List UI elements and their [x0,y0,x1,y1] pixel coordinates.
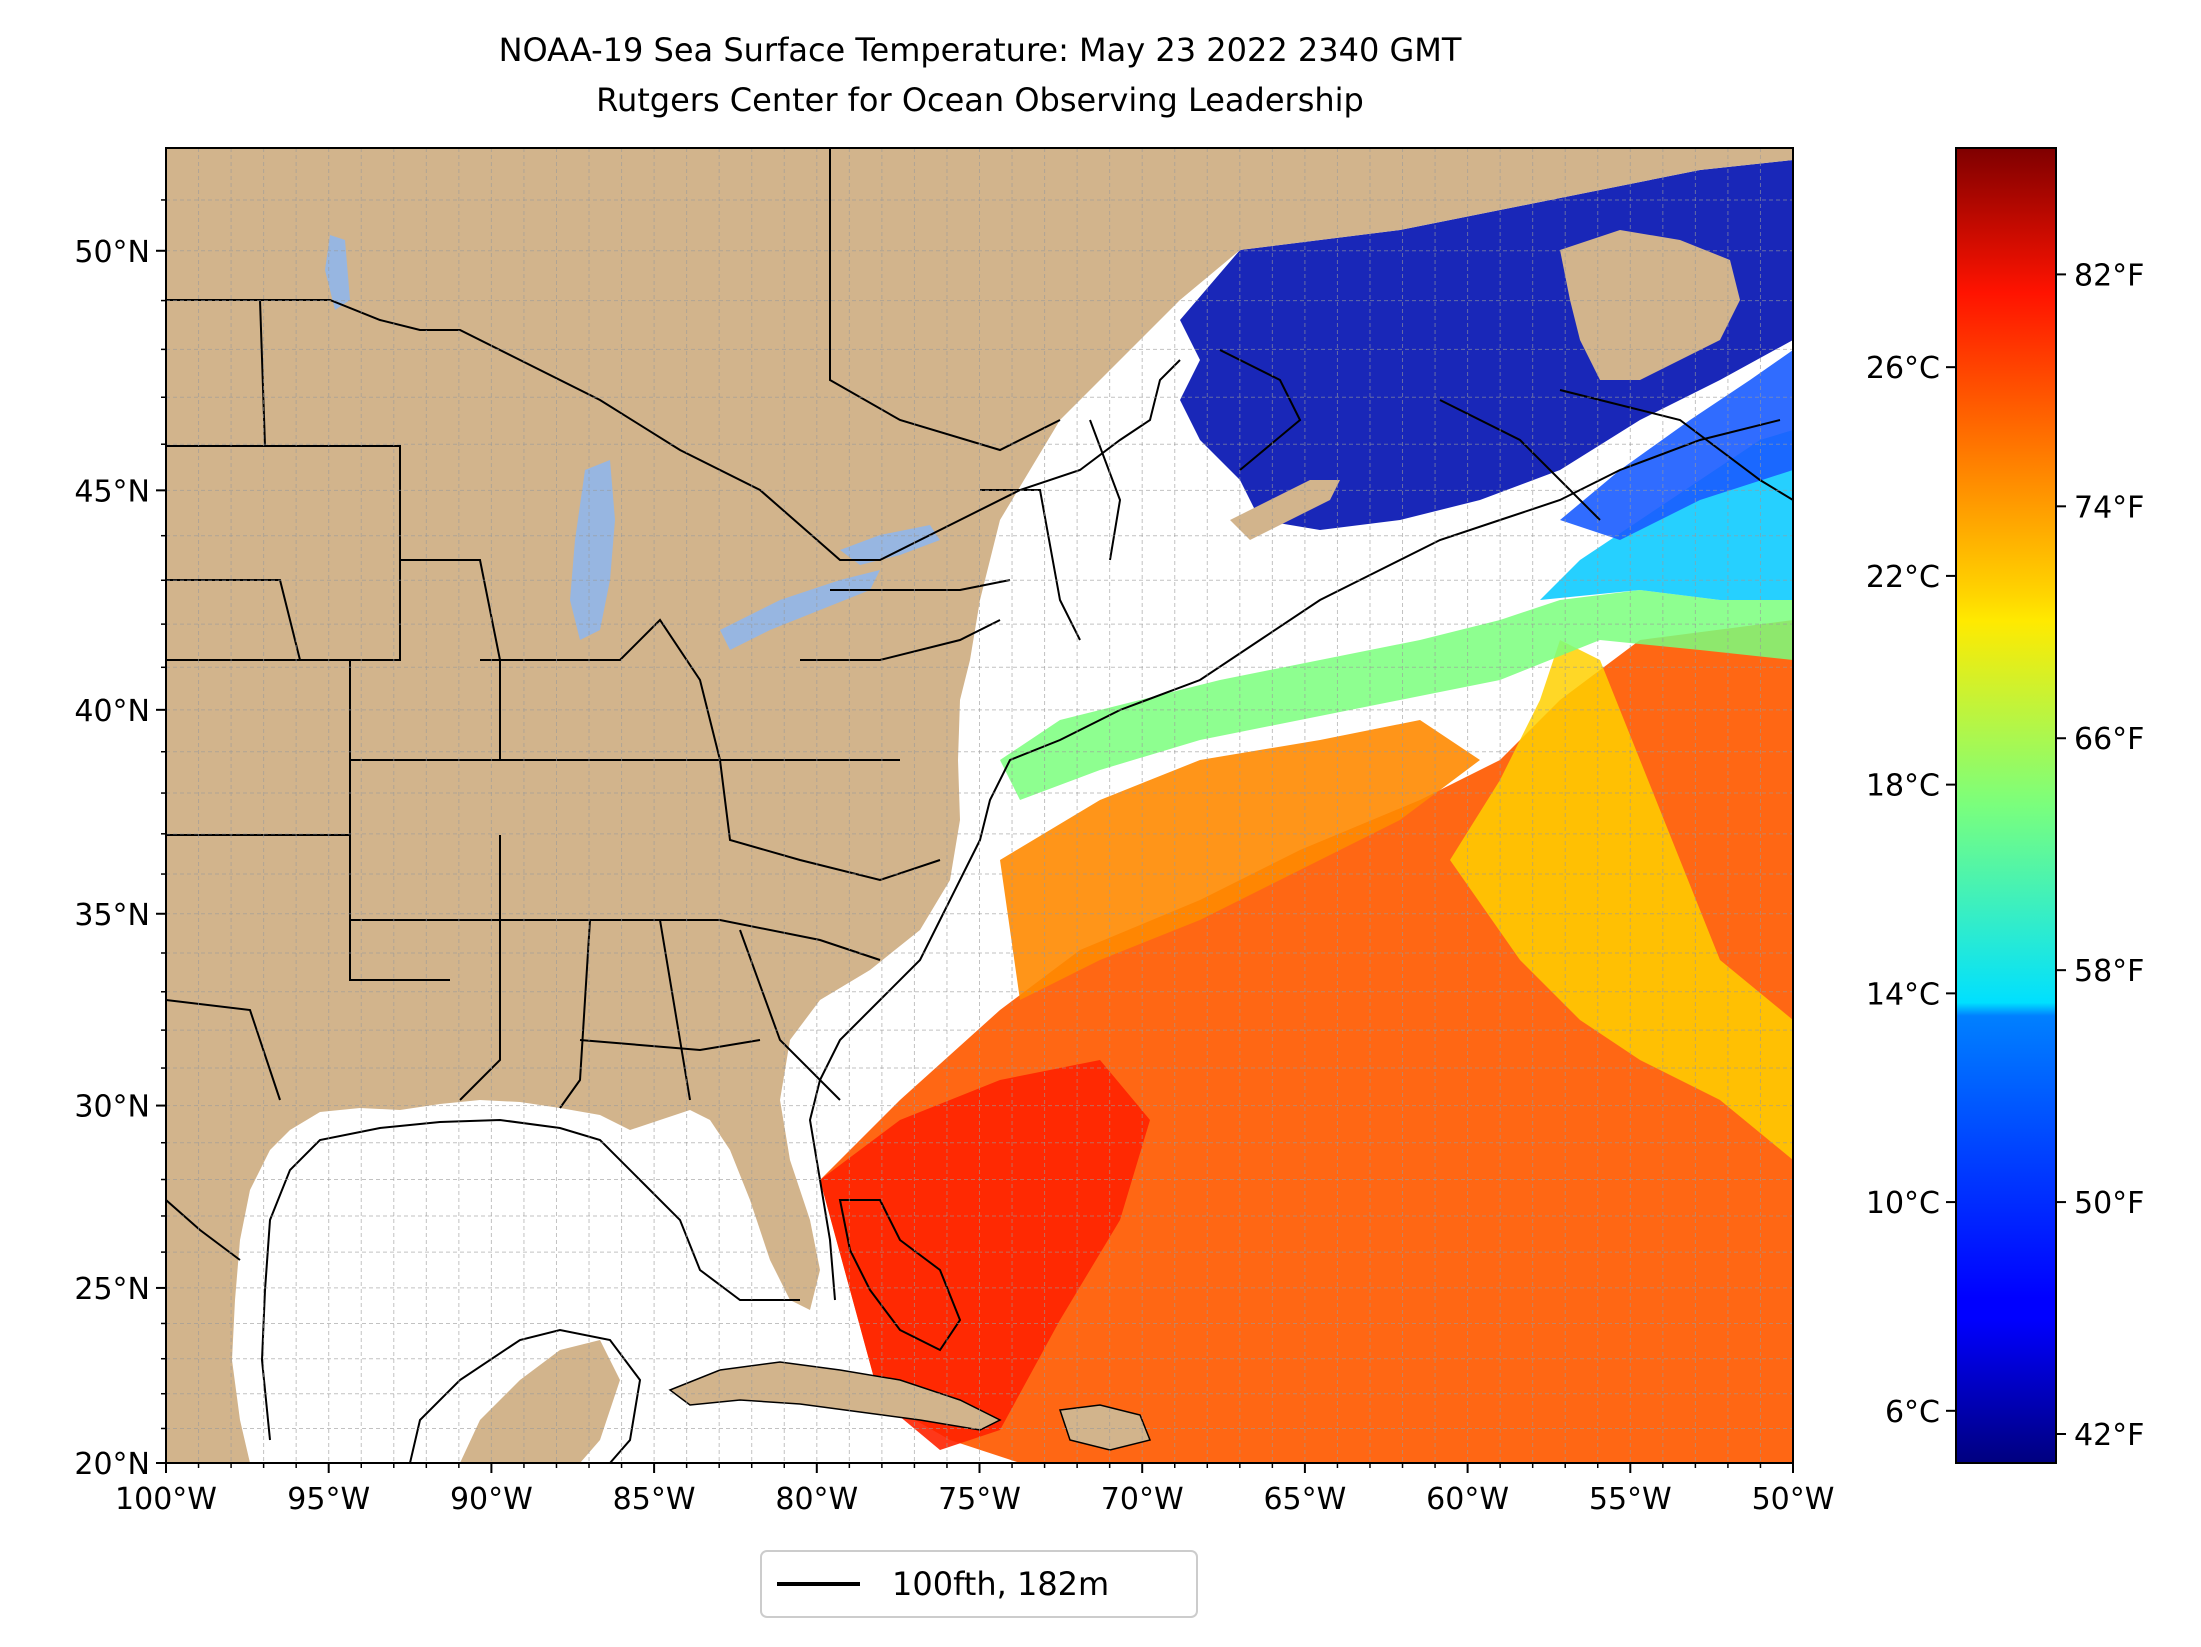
legend-label: 100fth, 182m [892,1565,1109,1603]
land-areas [166,148,1793,1463]
celsius-tick-label: 14°C [1866,977,1940,1012]
legend: 100fth, 182m [760,1550,1198,1618]
x-tick-label: 65°W [1263,1482,1346,1517]
y-tick-label: 35°N [74,898,150,933]
x-tick-label: 60°W [1426,1482,1509,1517]
isobath-bahamas [838,1199,962,1352]
border-line [579,1039,761,1052]
fahrenheit-tick-label: 66°F [2074,722,2144,757]
border-line [350,919,881,961]
y-tick-label: 40°N [74,694,150,729]
isobath-yucatan [409,1328,642,1463]
celsius-tick-label: 10°C [1866,1186,1940,1221]
border-line [1439,399,1601,521]
colorbar: 6°C 10°C 14°C 18°C 22°C 26°C 42°F 50°F 58°F 66°F… [1866,147,2144,1464]
figure-title: NOAA-19 Sea Surface Temperature: May 23 … [498,31,1462,69]
cuba-land [668,1361,1002,1431]
figure-subtitle: Rutgers Center for Ocean Observing Leade… [596,81,1364,119]
sst-green-band [1000,590,1793,800]
border-line [1559,389,1793,501]
x-tick-label: 95°W [287,1482,370,1517]
border-line [559,919,591,1109]
colorbar-celsius-axis: 6°C 10°C 14°C 18°C 22°C 26°C [1866,351,1956,1430]
lake-michigan [570,460,615,640]
legend-box [760,1550,1198,1618]
colorbar-gradient [1955,147,2057,1464]
y-tick-label: 50°N [74,235,150,270]
y-tick-label: 30°N [74,1090,150,1125]
border-line [400,559,501,760]
y-tick-label: 25°N [74,1272,150,1307]
border-line [166,999,281,1101]
border-line [166,445,401,661]
y-tick-label: 20°N [74,1447,150,1482]
y-tick-label: 45°N [74,474,150,509]
x-tick-label: 50°W [1752,1482,1835,1517]
border-line [259,299,266,447]
border-line [166,834,450,981]
us-canada-border [166,299,1181,561]
lake-winnipeg [325,235,350,310]
map-gridlines [166,148,1793,1463]
celsius-tick-label: 26°C [1866,351,1940,386]
x-axis: 100°W 95°W 90°W 85°W 80°W 75°W 70°W 65°W 60°W 55°… [115,1463,1834,1517]
border-line [829,148,1061,452]
x-tick-label: 90°W [450,1482,533,1517]
lake-ontario [840,525,940,565]
border-line [1089,419,1122,561]
x-tick-label: 85°W [613,1482,696,1517]
celsius-tick-label: 22°C [1866,560,1940,595]
border-line [459,835,501,1101]
x-tick-label: 55°W [1589,1482,1672,1517]
border-line [166,1199,241,1261]
celsius-tick-label: 18°C [1866,769,1940,804]
colorbar-fahrenheit-axis: 42°F 50°F 58°F 66°F 74°F 82°F [2056,258,2144,1453]
fahrenheit-tick-label: 50°F [2074,1186,2144,1221]
fahrenheit-tick-label: 42°F [2074,1418,2144,1453]
x-tick-label: 75°W [938,1482,1021,1517]
border-line [800,619,1001,661]
fahrenheit-tick-label: 82°F [2074,258,2144,293]
y-axis: 20°N 25°N 30°N 35°N 40°N 45°N 50°N [74,199,166,1482]
hispaniola-land [1058,1404,1152,1451]
x-tick-label: 70°W [1101,1482,1184,1517]
x-tick-label: 80°W [775,1482,858,1517]
border-line [719,759,941,882]
sst-orange-mid [1000,720,1480,1000]
border-line [480,618,721,761]
fahrenheit-tick-label: 58°F [2074,954,2144,989]
border-line [659,919,691,1101]
border-line [830,579,1011,591]
north-america-land [166,148,1793,1463]
yucatan-land [460,1340,620,1463]
sst-hot-region [820,1060,1150,1450]
border-line [1219,349,1302,471]
isobath-gulf [260,1118,800,1441]
x-tick-label: 100°W [115,1482,217,1517]
nova-scotia-land [1230,480,1340,540]
celsius-tick-label: 6°C [1885,1395,1940,1430]
fahrenheit-tick-label: 74°F [2074,490,2144,525]
